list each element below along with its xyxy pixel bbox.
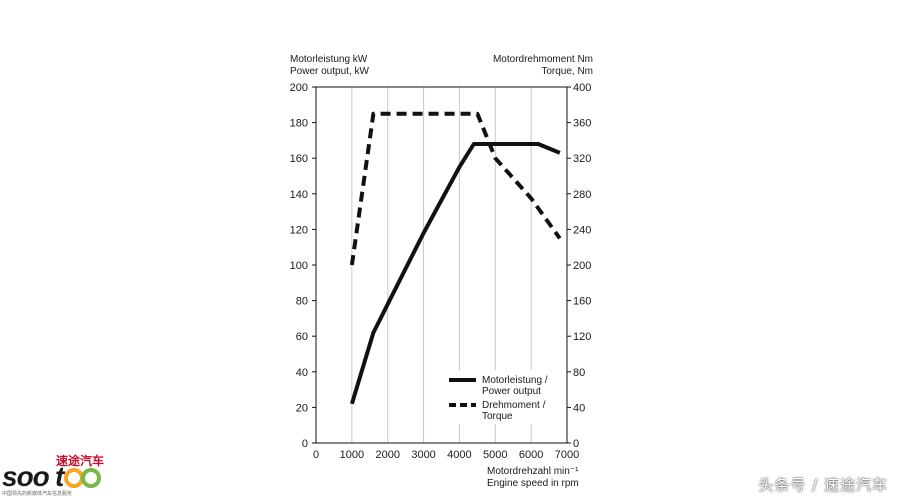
logo-tagline: 中国领先的新媒体汽车信息服务 bbox=[2, 491, 73, 497]
right-tick-label-320: 320 bbox=[573, 153, 591, 165]
left-tick-label-120: 120 bbox=[290, 224, 308, 236]
right-tick-label-240: 240 bbox=[573, 224, 591, 236]
legend: Motorleistung / Power output Drehmoment … bbox=[444, 370, 562, 424]
x-axis-title-line1: Motordrehzahl min⁻¹ bbox=[487, 466, 579, 477]
left-tick-label-60: 60 bbox=[296, 331, 308, 343]
x-tick-label-1000: 1000 bbox=[340, 449, 364, 461]
legend-label-torque-line1: Drehmoment / bbox=[482, 400, 546, 411]
x-tick-label-5000: 5000 bbox=[483, 449, 507, 461]
left-tick-label-200: 200 bbox=[290, 82, 308, 94]
right-tick-label-80: 80 bbox=[573, 367, 585, 379]
right-tick-label-280: 280 bbox=[573, 189, 591, 201]
left-tick-label-100: 100 bbox=[290, 260, 308, 272]
svg-text:soo: soo bbox=[2, 462, 50, 490]
legend-label-torque-line2: Torque bbox=[482, 411, 513, 422]
logo-wordmark: soo t bbox=[2, 462, 101, 490]
x-axis-title-line2: Engine speed in rpm bbox=[487, 478, 579, 489]
x-tick-label-6000: 6000 bbox=[519, 449, 543, 461]
torque-line bbox=[349, 111, 562, 266]
left-axis-title-line2: Power output, kW bbox=[290, 66, 369, 77]
x-tick-label-2000: 2000 bbox=[375, 449, 399, 461]
right-tick-label-120: 120 bbox=[573, 331, 591, 343]
left-tick-label-0: 0 bbox=[302, 438, 308, 450]
right-tick-label-200: 200 bbox=[573, 260, 591, 272]
legend-label-power-line2: Power output bbox=[482, 386, 541, 397]
x-tick-label-7000: 7000 bbox=[555, 449, 579, 461]
power-output-line bbox=[349, 142, 561, 405]
right-tick-label-360: 360 bbox=[573, 118, 591, 130]
left-tick-label-180: 180 bbox=[290, 118, 308, 130]
watermark-text: 头条号 / 速途汽车 bbox=[758, 476, 888, 494]
legend-label-power-line1: Motorleistung / bbox=[482, 375, 548, 386]
sootoo-logo: 速途汽车 soo t 中国领先的新媒体汽车信息服务 bbox=[0, 452, 110, 500]
left-axis-title-line1: Motorleistung kW bbox=[290, 54, 368, 65]
svg-text:t: t bbox=[55, 462, 66, 490]
x-tick-label-3000: 3000 bbox=[411, 449, 435, 461]
tick-labels: 0 1000 2000 3000 4000 5000 6000 700002040608010… bbox=[290, 82, 592, 461]
left-tick-label-20: 20 bbox=[296, 402, 308, 414]
right-tick-label-40: 40 bbox=[573, 402, 585, 414]
left-tick-label-80: 80 bbox=[296, 296, 308, 308]
right-tick-label-400: 400 bbox=[573, 82, 591, 94]
x-tick-label-0: 0 bbox=[313, 449, 319, 461]
left-tick-label-40: 40 bbox=[296, 367, 308, 379]
right-axis-title-line2: Torque, Nm bbox=[541, 66, 593, 77]
logo-chinese-name: 速途汽车 bbox=[56, 454, 105, 468]
left-tick-label-160: 160 bbox=[290, 153, 308, 165]
series-lines bbox=[349, 111, 562, 405]
x-tick-label-4000: 4000 bbox=[447, 449, 471, 461]
right-axis-title-line1: Motordrehmoment Nm bbox=[493, 54, 593, 65]
grid-lines bbox=[351, 87, 532, 443]
right-tick-label-160: 160 bbox=[573, 296, 591, 308]
left-tick-label-140: 140 bbox=[290, 189, 308, 201]
right-tick-label-0: 0 bbox=[573, 438, 579, 450]
